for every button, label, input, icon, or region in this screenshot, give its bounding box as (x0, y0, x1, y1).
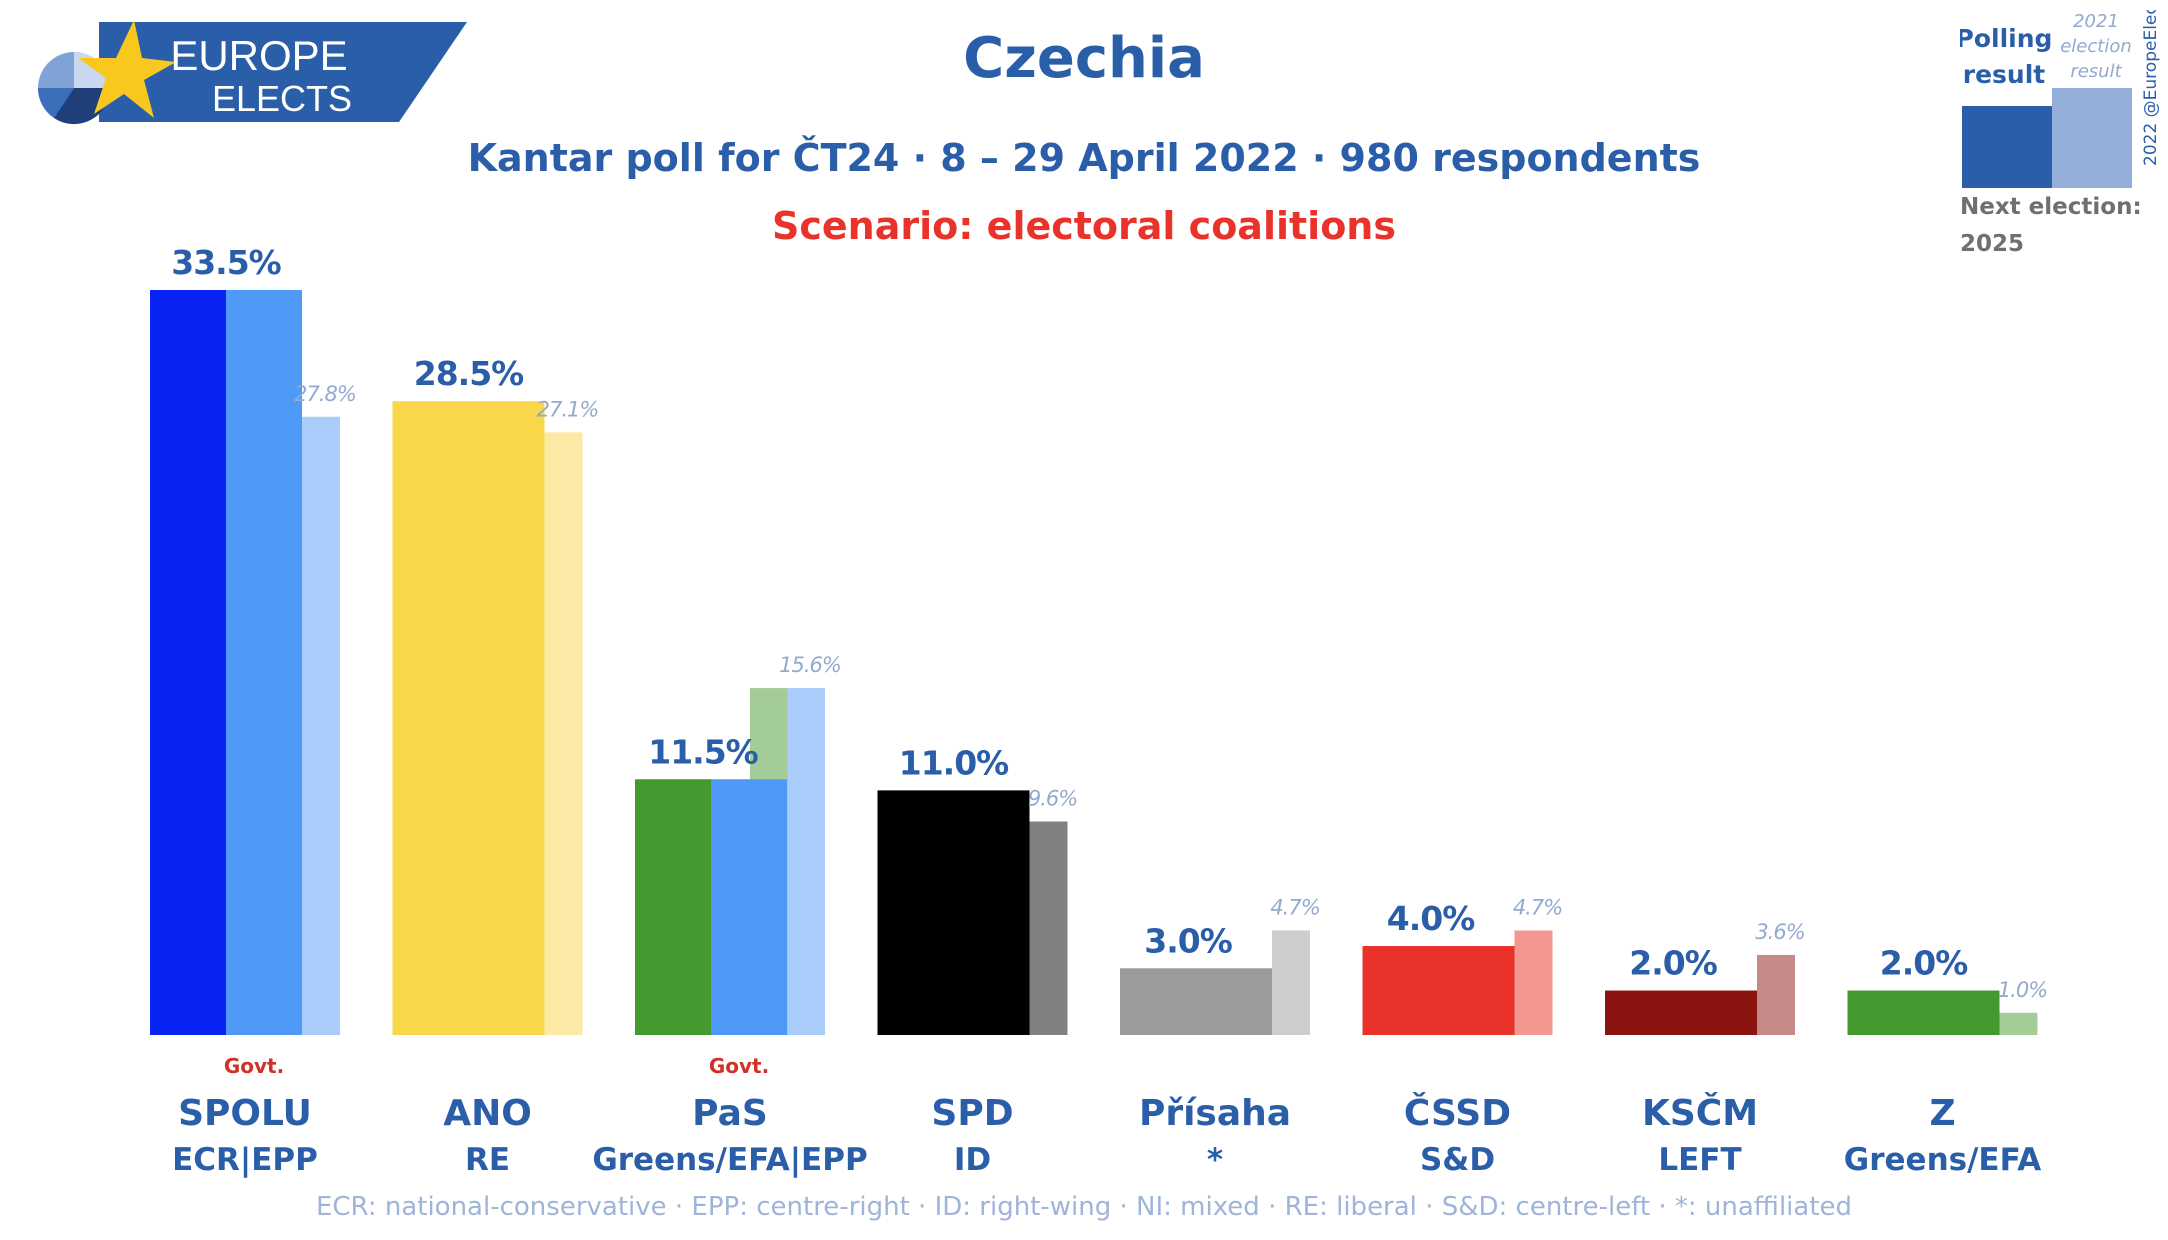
election-bar-ano (544, 432, 583, 1035)
govt-badge-pas: Govt. (709, 1054, 769, 1078)
poll-label-pas: 11.5% (648, 732, 758, 771)
party-name-spd: SPD (931, 1093, 1013, 1134)
party-group-prisaha: * (1207, 1142, 1223, 1178)
poll-label-cssd: 4.0% (1387, 899, 1475, 938)
election-bar-kscm (1757, 954, 1795, 1035)
poll-label-ano: 28.5% (414, 354, 524, 393)
poll-bar-z (1847, 990, 2000, 1035)
legend-election-label-1: 2021 (2073, 11, 2119, 32)
poll-bar-pas-segment-2 (711, 779, 787, 1035)
poll-bar-spolu-segment-2 (226, 290, 302, 1035)
legend-polling-label-2: result (1963, 60, 2046, 89)
election-label-cssd: 4.7% (1513, 895, 1562, 919)
election-bar-spolu (302, 416, 340, 1035)
party-group-ano: RE (465, 1142, 510, 1178)
legend-polling-swatch (1962, 106, 2052, 188)
party-name-prisaha: Přísaha (1139, 1093, 1291, 1134)
poll-bar-spolu-segment-1 (150, 290, 226, 1035)
party-group-z: Greens/EFA (1844, 1142, 2041, 1178)
election-label-prisaha: 4.7% (1270, 895, 1319, 919)
party-group-spolu: ECR|EPP (172, 1142, 318, 1178)
legend-election-swatch (2052, 88, 2132, 188)
poll-label-z: 2.0% (1880, 944, 1968, 983)
poll-bar-cssd (1362, 946, 1515, 1035)
logo-line2: ELECTS (212, 78, 352, 119)
chart-scenario: Scenario: electoral coalitions (772, 204, 1396, 248)
election-bar-cssd (1514, 930, 1553, 1035)
party-name-z: Z (1929, 1093, 1955, 1134)
govt-badge-spolu: Govt. (224, 1054, 284, 1078)
party-group-cssd: S&D (1420, 1142, 1495, 1178)
poll-bar-pas-segment-1 (635, 779, 711, 1035)
logo-banner (99, 22, 467, 122)
legend: Polling result 2021 election result 2022… (1960, 10, 2161, 257)
party-group-kscm: LEFT (1658, 1142, 1741, 1178)
election-bar-pas-segment-2 (787, 688, 825, 1035)
party-name-kscm: KSČM (1642, 1092, 1758, 1134)
chart-subtitle: Kantar poll for ČT24 · 8 – 29 April 2022… (467, 136, 1701, 180)
poll-bar-prisaha (1120, 968, 1272, 1035)
chart-title: Czechia (963, 26, 1205, 91)
poll-label-kscm: 2.0% (1629, 944, 1717, 983)
footnote: ECR: national-conservative · EPP: centre… (315, 1192, 1853, 1222)
legend-copyright: 2022 @EuropeElects (2141, 10, 2161, 166)
poll-label-prisaha: 3.0% (1144, 921, 1232, 960)
election-label-spolu: 27.8% (294, 382, 356, 406)
election-bar-prisaha (1272, 930, 1310, 1035)
legend-polling-label-1: Polling (1960, 24, 2052, 53)
party-name-ano: ANO (443, 1093, 532, 1134)
poll-bar-kscm (1605, 990, 1757, 1035)
next-election-year: 2025 (1960, 231, 2024, 257)
election-bar-spd (1029, 821, 1068, 1035)
star-pie-logo-icon (37, 20, 176, 125)
election-label-pas: 15.6% (779, 653, 841, 677)
election-bar-z (1999, 1012, 2038, 1035)
legend-election-label-2: election (2060, 36, 2132, 57)
poll-label-spolu: 33.5% (171, 243, 281, 282)
party-name-spolu: SPOLU (178, 1093, 312, 1134)
party-group-spd: ID (954, 1142, 991, 1178)
party-name-pas: PaS (692, 1093, 768, 1134)
next-election-label: Next election: (1960, 194, 2142, 220)
europe-elects-logo: EUROPE ELECTS (37, 20, 467, 125)
logo-line1: EUROPE (170, 32, 347, 79)
election-label-ano: 27.1% (537, 397, 599, 421)
election-label-z: 1.0% (1998, 978, 2047, 1002)
election-label-spd: 9.6% (1028, 787, 1077, 811)
poll-label-spd: 11.0% (899, 743, 1009, 782)
legend-election-label-3: result (2070, 61, 2122, 82)
poll-bar-ano (392, 401, 545, 1035)
party-name-cssd: ČSSD (1404, 1092, 1511, 1134)
poll-bar-spd (877, 790, 1030, 1035)
election-label-kscm: 3.6% (1755, 920, 1804, 944)
party-group-pas: Greens/EFA|EPP (592, 1142, 867, 1178)
